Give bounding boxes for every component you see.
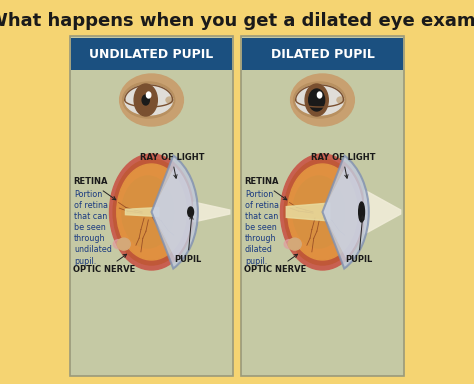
- Circle shape: [117, 164, 186, 260]
- Text: Portion
of retina
that can
be seen
through
dilated
pupil.: Portion of retina that can be seen throu…: [245, 190, 279, 266]
- Text: OPTIC NERVE: OPTIC NERVE: [73, 254, 136, 275]
- Polygon shape: [365, 190, 401, 234]
- Circle shape: [318, 92, 322, 98]
- Wedge shape: [152, 166, 192, 258]
- Circle shape: [305, 84, 328, 116]
- Text: DILATED PUPIL: DILATED PUPIL: [271, 48, 374, 61]
- Circle shape: [288, 164, 357, 260]
- Ellipse shape: [188, 207, 193, 217]
- Text: RAY OF LIGHT: RAY OF LIGHT: [310, 152, 375, 178]
- Ellipse shape: [337, 97, 344, 103]
- Ellipse shape: [119, 74, 183, 126]
- Circle shape: [281, 154, 365, 270]
- Circle shape: [293, 176, 345, 248]
- Circle shape: [284, 159, 361, 265]
- Ellipse shape: [113, 240, 123, 248]
- Circle shape: [146, 92, 151, 98]
- Circle shape: [109, 154, 193, 270]
- Circle shape: [122, 176, 174, 248]
- Ellipse shape: [125, 85, 173, 115]
- Text: RETINA: RETINA: [244, 177, 287, 200]
- Text: PUPIL: PUPIL: [345, 216, 372, 265]
- Ellipse shape: [284, 240, 294, 248]
- Wedge shape: [152, 156, 198, 268]
- Ellipse shape: [293, 82, 346, 118]
- FancyBboxPatch shape: [242, 38, 403, 70]
- Text: RETINA: RETINA: [73, 177, 116, 200]
- Ellipse shape: [123, 82, 175, 118]
- FancyBboxPatch shape: [70, 36, 233, 376]
- Ellipse shape: [296, 85, 344, 115]
- Text: What happens when you get a dilated eye exam?: What happens when you get a dilated eye …: [0, 12, 474, 30]
- Text: RAY OF LIGHT: RAY OF LIGHT: [139, 152, 204, 178]
- Ellipse shape: [117, 238, 130, 250]
- Wedge shape: [322, 166, 363, 258]
- Ellipse shape: [288, 238, 301, 250]
- Circle shape: [134, 84, 157, 116]
- Wedge shape: [322, 156, 369, 268]
- Ellipse shape: [291, 74, 355, 126]
- Polygon shape: [126, 207, 159, 217]
- Polygon shape: [193, 202, 230, 222]
- Text: Portion
of retina
that can
be seen
through
undilated
pupil.: Portion of retina that can be seen throu…: [74, 190, 112, 266]
- Circle shape: [309, 89, 325, 111]
- Text: PUPIL: PUPIL: [174, 216, 201, 265]
- FancyBboxPatch shape: [241, 36, 404, 376]
- Text: OPTIC NERVE: OPTIC NERVE: [244, 254, 307, 275]
- Polygon shape: [286, 203, 330, 221]
- FancyBboxPatch shape: [71, 38, 232, 70]
- Ellipse shape: [359, 202, 365, 222]
- Text: UNDILATED PUPIL: UNDILATED PUPIL: [90, 48, 214, 61]
- Circle shape: [113, 159, 190, 265]
- Ellipse shape: [166, 97, 173, 103]
- Circle shape: [142, 95, 149, 105]
